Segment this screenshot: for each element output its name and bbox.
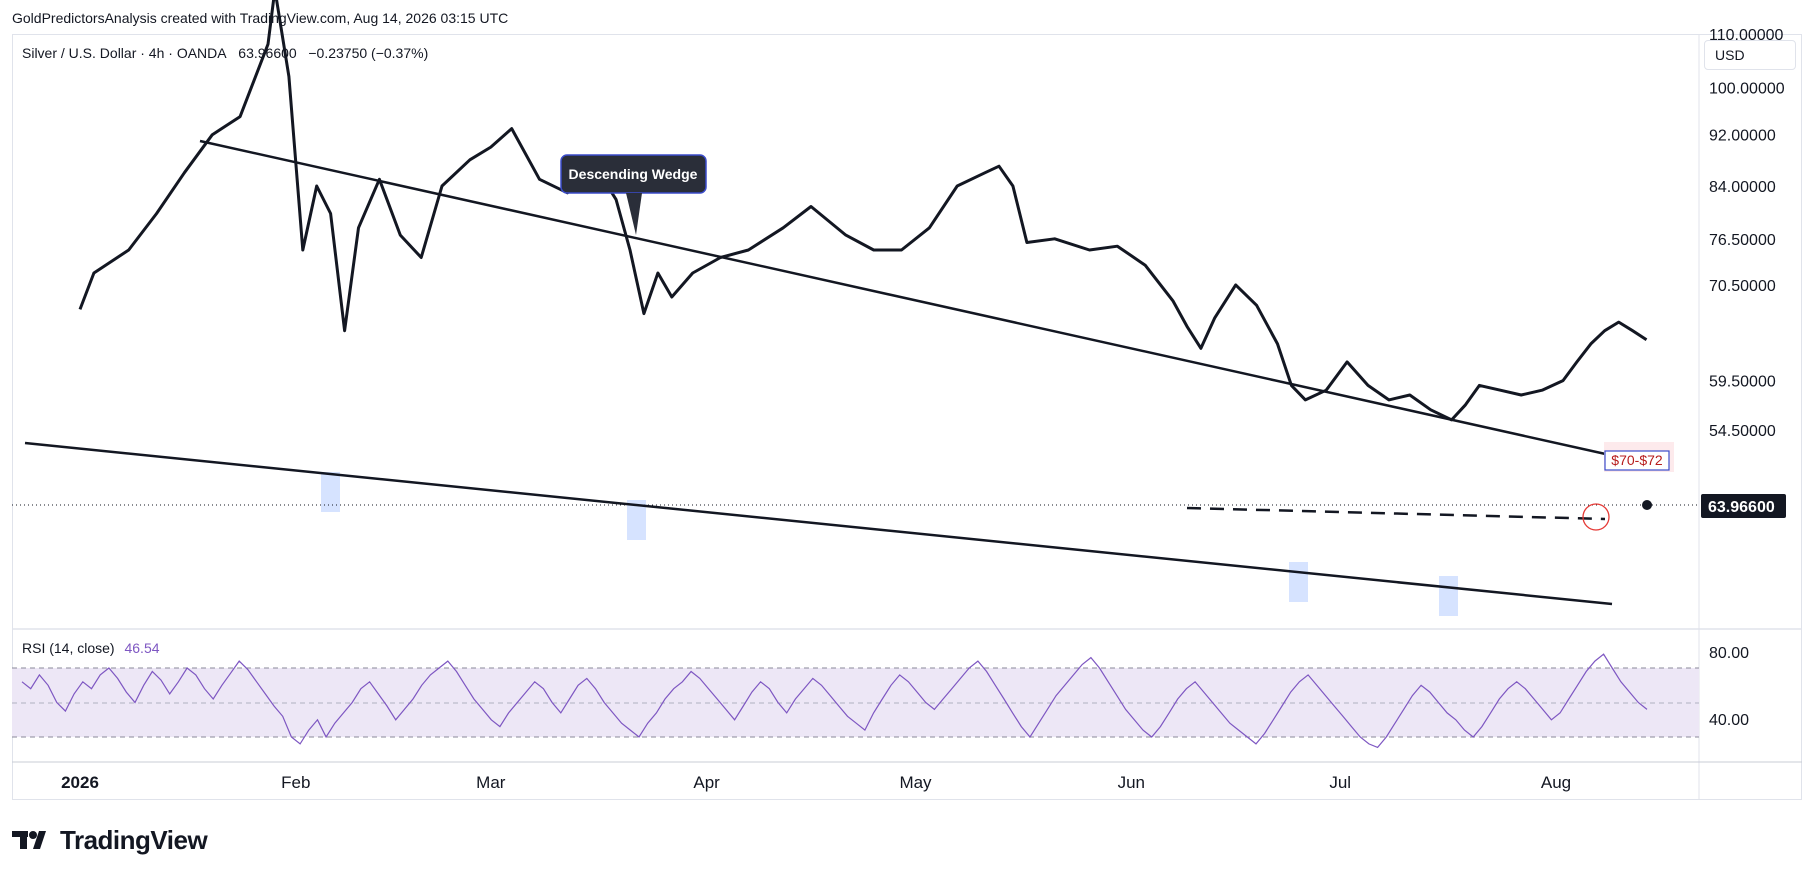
callout-pointer [626, 193, 642, 235]
price-tick-label: 100.00000 [1709, 81, 1785, 98]
time-tick-label: Mar [476, 773, 506, 792]
rsi-legend[interactable]: RSI (14, close) 46.54 [22, 640, 160, 656]
touch-highlight-1 [321, 472, 340, 512]
last-price-value: 63.96600 [238, 45, 297, 61]
time-tick-label: May [899, 773, 932, 792]
tradingview-logo-text: TradingView [60, 824, 208, 855]
price-axis[interactable]: 120.00000110.00000100.0000092.0000084.00… [1709, 0, 1785, 440]
chart-byline: GoldPredictorsAnalysis created with Trad… [12, 10, 509, 26]
time-axis[interactable]: 2026 Feb Mar Apr May Jun Jul Aug [61, 773, 1571, 792]
time-tick-label: Jul [1329, 773, 1351, 792]
price-tick-label: 54.50000 [1709, 423, 1776, 440]
time-tick-label: 2026 [61, 773, 99, 792]
last-price-dot [1642, 500, 1652, 510]
rsi-series-line [21, 653, 1648, 749]
touch-highlight-2 [627, 500, 646, 540]
breakout-circle [1582, 503, 1610, 531]
last-price-badge-text: 63.96600 [1708, 499, 1775, 516]
time-tick-label: Jun [1118, 773, 1145, 792]
chart-frame [12, 34, 1802, 800]
touch-highlight-4 [1439, 576, 1458, 616]
price-tick-label: 84.00000 [1709, 179, 1776, 196]
descending-wedge-callout[interactable]: Descending Wedge [560, 154, 707, 235]
wedge-lower-trendline[interactable] [24, 441, 1613, 606]
target-label-box [1604, 450, 1670, 471]
price-tick-label: 59.50000 [1709, 374, 1776, 391]
time-tick-label: Feb [281, 773, 310, 792]
rsi-value: 46.54 [124, 640, 160, 656]
tradingview-logo[interactable]: TradingView [12, 824, 208, 855]
price-change: −0.23750 (−0.37%) [308, 45, 429, 61]
wedge-upper-trendline[interactable] [199, 139, 1611, 457]
tradingview-logo-icon [12, 831, 46, 849]
rsi-tick-40: 40.00 [1709, 712, 1749, 729]
price-tick-label: 70.50000 [1709, 278, 1776, 295]
symbol-legend[interactable]: Silver / U.S. Dollar · 4h · OANDA 63.966… [22, 45, 428, 61]
time-tick-label: Apr [693, 773, 720, 792]
rsi-label: RSI (14, close) [22, 640, 115, 656]
price-tick-label: 92.00000 [1709, 128, 1776, 145]
currency-button[interactable]: USD [1704, 40, 1796, 70]
touch-highlight-3 [1289, 562, 1308, 602]
last-price-badge [1701, 494, 1786, 518]
neckline-dashed[interactable] [1186, 506, 1606, 521]
target-label-text: $70-$72 [1611, 452, 1663, 468]
time-tick-label: Aug [1541, 773, 1571, 792]
callout-text: Descending Wedge [569, 166, 698, 182]
price-tick-label: 76.50000 [1709, 232, 1776, 249]
rsi-tick-80: 80.00 [1709, 645, 1749, 662]
symbol-name: Silver / U.S. Dollar · 4h · OANDA [22, 45, 227, 61]
price-series-line[interactable] [78, 0, 1648, 422]
price-tick-label: 110.00000 [1709, 27, 1784, 44]
target-label[interactable]: $70-$72 [1604, 442, 1674, 472]
